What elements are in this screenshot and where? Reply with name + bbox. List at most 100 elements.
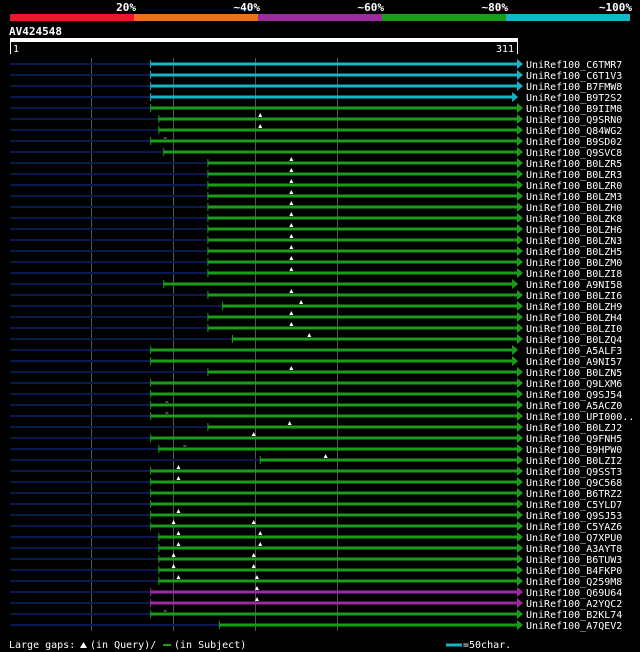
query-gap-marker-icon: [171, 564, 176, 568]
hit-label: UniRef100_B0LZI6: [526, 291, 622, 302]
scale-segment-5: [506, 14, 630, 21]
scale-segment-1: [10, 14, 134, 21]
legend-gaps-label: Large gaps:: [9, 640, 75, 651]
identity-scale-labels: 20% ~40% ~60% ~80% ~100%: [116, 1, 632, 14]
hit-label: UniRef100_A2YQC2: [526, 599, 622, 610]
hit-row: UniRef100_B0LZI6: [10, 289, 622, 302]
hit-row: UniRef100_A9NI57: [10, 356, 622, 368]
hit-end-arrow-icon: [517, 598, 523, 608]
hit-row: UniRef100_B0LZH6: [10, 223, 622, 236]
hit-row: UniRef100_B0LZN5: [10, 366, 622, 379]
hit-end-arrow-icon: [517, 521, 523, 531]
hit-end-arrow-icon: [517, 444, 523, 454]
hit-label: UniRef100_Q84WG2: [526, 126, 622, 137]
query-bar: [10, 38, 518, 42]
hit-end-arrow-icon: [517, 312, 523, 322]
scale-label-40: ~40%: [234, 1, 261, 14]
hit-label: UniRef100_B0LZM3: [526, 192, 622, 203]
hit-label: UniRef100_B0LZN5: [526, 368, 622, 379]
hit-label: UniRef100_B9SD02: [526, 137, 622, 148]
query-gap-marker-icon: [289, 245, 294, 249]
hit-end-arrow-icon: [517, 125, 523, 135]
scale-label-20: 20%: [116, 1, 136, 14]
hit-end-arrow-icon: [517, 257, 523, 267]
hit-end-arrow-icon: [517, 510, 523, 520]
hit-row: UniRef100_B9SD02: [10, 136, 622, 148]
hit-row: UniRef100_B0LZH4: [10, 311, 622, 324]
hit-end-arrow-icon: [517, 268, 523, 278]
hit-row: UniRef100_Q7XPU0: [10, 531, 622, 544]
query-gap-marker-icon: [171, 520, 176, 524]
scale-segment-2: [134, 14, 258, 21]
hit-end-arrow-icon: [517, 433, 523, 443]
hit-end-arrow-icon: [512, 345, 519, 355]
query-gap-marker-icon: [289, 157, 294, 161]
hit-row: UniRef100_A9NI58: [10, 279, 622, 291]
legend: Large gaps: (in Query)/ (in Subject) =50…: [9, 640, 511, 651]
hit-end-arrow-icon: [517, 576, 523, 586]
hit-row: UniRef100_C6T1V3: [10, 70, 622, 82]
hit-label: UniRef100_C5YAZ6: [526, 522, 622, 533]
query-gap-marker-icon: [289, 289, 294, 293]
query-start-label: 1: [13, 44, 19, 55]
hit-label: UniRef100_B9IIM8: [526, 104, 622, 115]
hit-label: UniRef100_Q9SJ53: [526, 511, 622, 522]
query-gap-marker-icon: [254, 597, 259, 601]
hit-row: UniRef100_B0LZK8: [10, 212, 622, 225]
query-gap-marker-icon: [176, 575, 181, 579]
hit-row: UniRef100_Q9SRN0: [10, 113, 622, 126]
hit-row: UniRef100_B0LZQ4: [10, 333, 622, 346]
query-gap-marker-icon: [176, 476, 181, 480]
hit-label: UniRef100_Q69U64: [526, 588, 622, 599]
query-gap-marker-icon: [289, 190, 294, 194]
hit-end-arrow-icon: [517, 147, 523, 157]
hit-end-arrow-icon: [517, 400, 523, 410]
hit-label: UniRef100_C6T1V3: [526, 71, 622, 82]
query-gap-marker-icon: [289, 322, 294, 326]
hit-end-arrow-icon: [517, 180, 523, 190]
hit-row: UniRef100_B7FMW8: [10, 81, 622, 93]
query-gap-marker-icon: [299, 300, 304, 304]
hit-row: UniRef100_B9HPW0: [10, 444, 622, 456]
hit-row: UniRef100_B0LZH9: [10, 300, 622, 313]
hit-end-arrow-icon: [512, 279, 519, 289]
hit-label: UniRef100_B0LZQ4: [526, 335, 622, 346]
hit-row: UniRef100_B0LZR0: [10, 179, 622, 192]
hit-end-arrow-icon: [517, 389, 523, 399]
query-gap-marker-icon: [289, 256, 294, 260]
hit-end-arrow-icon: [517, 323, 523, 333]
query-gap-marker-icon: [289, 234, 294, 238]
query-gap-marker-icon: [176, 465, 181, 469]
hit-row: UniRef100_B0LZR5: [10, 157, 622, 170]
hit-row: UniRef100_C6TMR7: [10, 59, 622, 71]
query-gap-marker-icon: [289, 201, 294, 205]
hit-end-arrow-icon: [517, 290, 523, 300]
hit-end-arrow-icon: [517, 59, 523, 69]
hit-row: UniRef100_B0LZI2: [10, 454, 622, 467]
hit-row: UniRef100_A2YQC2: [10, 597, 622, 610]
query-gap-marker-icon: [251, 564, 256, 568]
hit-label: UniRef100_B0LZR0: [526, 181, 622, 192]
hit-end-arrow-icon: [517, 191, 523, 201]
hit-row: UniRef100_B9IIM8: [10, 103, 622, 115]
hit-row: UniRef100_B4FKP0: [10, 564, 622, 577]
hit-label: UniRef100_B0LZI0: [526, 324, 622, 335]
hit-label: UniRef100_B9T2S2: [526, 93, 622, 104]
hit-end-arrow-icon: [517, 455, 523, 465]
hit-end-arrow-icon: [517, 466, 523, 476]
hit-end-arrow-icon: [517, 367, 523, 377]
hit-label: UniRef100_Q9SST3: [526, 467, 622, 478]
query-gap-marker-icon: [289, 168, 294, 172]
hit-label: UniRef100_Q9FNH5: [526, 434, 622, 445]
query-gap-marker-icon: [251, 432, 256, 436]
query-gap-marker-icon: [307, 333, 312, 337]
query-gap-marker-icon: [171, 553, 176, 557]
hit-row: UniRef100_C5YLD7: [10, 499, 622, 511]
hit-row: UniRef100_Q84WG2: [10, 124, 622, 137]
scale-label-100: ~100%: [599, 1, 632, 14]
hit-end-arrow-icon: [517, 609, 523, 619]
hit-end-arrow-icon: [517, 411, 523, 421]
query-gap-marker-icon: [289, 267, 294, 271]
hit-row: UniRef100_B0LZN3: [10, 234, 622, 247]
